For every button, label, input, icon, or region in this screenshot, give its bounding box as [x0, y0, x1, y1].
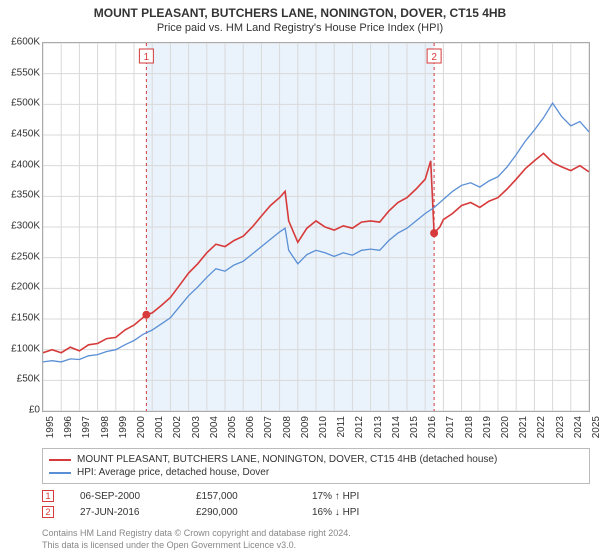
svg-text:1: 1 [144, 52, 150, 63]
event-price: £290,000 [196, 507, 286, 518]
chart-title: MOUNT PLEASANT, BUTCHERS LANE, NONINGTON… [0, 0, 600, 20]
x-tick-label: 1999 [118, 416, 129, 438]
x-tick-label: 2011 [336, 416, 347, 438]
x-tick-label: 2004 [209, 416, 220, 438]
x-tick-label: 1998 [100, 416, 111, 438]
y-tick-label: £400K [0, 159, 40, 170]
y-tick-label: £450K [0, 129, 40, 140]
x-tick-label: 1997 [81, 416, 92, 438]
footer: Contains HM Land Registry data © Crown c… [42, 528, 590, 551]
x-tick-label: 2016 [427, 416, 438, 438]
y-tick-label: £600K [0, 37, 40, 48]
y-tick-label: £300K [0, 221, 40, 232]
event-date: 27-JUN-2016 [80, 507, 170, 518]
plot-area: 12 [42, 42, 590, 412]
x-tick-label: 1996 [63, 416, 74, 438]
legend-label: HPI: Average price, detached house, Dove… [77, 467, 269, 478]
x-tick-label: 2010 [318, 416, 329, 438]
x-tick-label: 2005 [227, 416, 238, 438]
x-tick-label: 2003 [191, 416, 202, 438]
x-tick-label: 2024 [573, 416, 584, 438]
y-tick-label: £250K [0, 251, 40, 262]
legend: MOUNT PLEASANT, BUTCHERS LANE, NONINGTON… [42, 448, 590, 484]
y-tick-label: £200K [0, 282, 40, 293]
x-tick-label: 2021 [518, 416, 529, 438]
chart-subtitle: Price paid vs. HM Land Registry's House … [0, 20, 600, 34]
plot-svg: 12 [43, 43, 589, 411]
y-tick-label: £50K [0, 374, 40, 385]
x-tick-label: 2025 [591, 416, 600, 438]
legend-item: MOUNT PLEASANT, BUTCHERS LANE, NONINGTON… [49, 453, 583, 466]
x-tick-label: 2018 [464, 416, 475, 438]
x-tick-label: 2008 [282, 416, 293, 438]
event-row: 1 06-SEP-2000 £157,000 17% ↑ HPI [42, 488, 590, 504]
x-tick-label: 2017 [445, 416, 456, 438]
x-tick-label: 2002 [172, 416, 183, 438]
event-date: 06-SEP-2000 [80, 491, 170, 502]
legend-swatch [49, 459, 71, 461]
x-tick-label: 2012 [354, 416, 365, 438]
x-tick-label: 2014 [391, 416, 402, 438]
event-marker-box: 1 [42, 490, 54, 502]
legend-item: HPI: Average price, detached house, Dove… [49, 466, 583, 479]
x-tick-label: 2019 [482, 416, 493, 438]
event-delta: 17% ↑ HPI [312, 491, 402, 502]
event-table: 1 06-SEP-2000 £157,000 17% ↑ HPI 2 27-JUN-201… [42, 488, 590, 520]
event-row: 2 27-JUN-2016 £290,000 16% ↓ HPI [42, 504, 590, 520]
event-delta: 16% ↓ HPI [312, 507, 402, 518]
svg-text:2: 2 [431, 52, 437, 63]
y-tick-label: £100K [0, 343, 40, 354]
x-tick-label: 2009 [300, 416, 311, 438]
event-price: £157,000 [196, 491, 286, 502]
footer-line2: This data is licensed under the Open Gov… [42, 540, 590, 552]
y-tick-label: £150K [0, 313, 40, 324]
x-tick-label: 1995 [45, 416, 56, 438]
chart-container: MOUNT PLEASANT, BUTCHERS LANE, NONINGTON… [0, 0, 600, 560]
x-tick-label: 2007 [263, 416, 274, 438]
y-tick-label: £500K [0, 98, 40, 109]
footer-line1: Contains HM Land Registry data © Crown c… [42, 528, 590, 540]
y-tick-label: £350K [0, 190, 40, 201]
event-marker-box: 2 [42, 506, 54, 518]
x-tick-label: 2022 [536, 416, 547, 438]
x-tick-label: 2001 [154, 416, 165, 438]
x-tick-label: 2015 [409, 416, 420, 438]
x-tick-label: 2023 [555, 416, 566, 438]
x-tick-label: 2006 [245, 416, 256, 438]
x-tick-label: 2020 [500, 416, 511, 438]
x-tick-label: 2013 [373, 416, 384, 438]
legend-swatch [49, 472, 71, 474]
legend-label: MOUNT PLEASANT, BUTCHERS LANE, NONINGTON… [77, 454, 497, 465]
y-tick-label: £550K [0, 67, 40, 78]
x-tick-label: 2000 [136, 416, 147, 438]
y-tick-label: £0 [0, 405, 40, 416]
